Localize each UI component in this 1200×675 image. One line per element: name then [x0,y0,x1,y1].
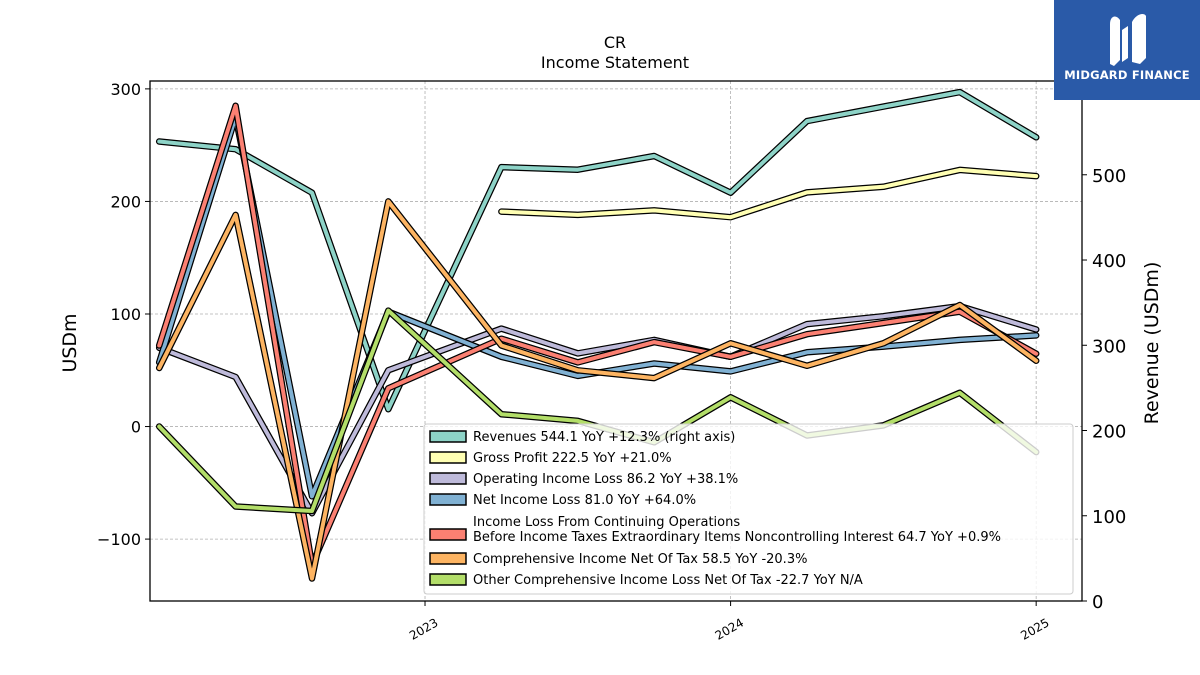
legend-label: Income Loss From Continuing Operations [473,515,740,530]
y-axis-label-right: Revenue (USDm) [1141,262,1163,425]
legend-label: Revenues 544.1 YoY +12.3% (right axis) [473,430,735,445]
legend-label: Gross Profit 222.5 YoY +21.0% [473,451,672,466]
plot-frame [149,80,1083,602]
y-tick-label: 300 [110,80,141,99]
y-axis-label: USDm [59,313,81,372]
legend-label: Other Comprehensive Income Loss Net Of T… [473,573,863,588]
x-tick-label: 2025 [1018,615,1051,642]
legend-swatch [429,573,467,586]
legend-swatch [429,528,467,541]
legend-box [423,423,1074,595]
y-right-tick-label: 200 [1092,422,1126,443]
axis-ticks: −100 0 100 200 300 0 100 200 300 400 500 2023 2024 20… [97,80,1126,643]
y-right-tick-label: 500 [1092,166,1126,187]
series-line-outline [155,88,1040,413]
legend: Revenues 544.1 YoY +12.3% (right axis) Gr… [423,423,1074,595]
series-line [157,90,1039,412]
y-tick-label: 0 [131,418,141,437]
brand-name: MIDGARD FINANCE [1064,68,1190,82]
legend-swatch [429,493,467,506]
y-tick-label: 200 [110,192,141,211]
legend-swatch [429,472,467,485]
midgard-logo-icon [1110,14,1146,66]
y-right-tick-label: 300 [1092,336,1126,357]
x-tick-label: 2023 [407,615,440,642]
y-tick-label: −100 [97,530,141,549]
y-right-tick-label: 0 [1092,592,1103,613]
series-line [499,167,1039,220]
y-right-tick-label: 100 [1092,507,1126,528]
brand-logo: MIDGARD FINANCE [1054,0,1200,100]
legend-label: Operating Income Loss 86.2 YoY +38.1% [473,472,738,487]
chart-title: CR [604,33,626,52]
legend-swatch [429,552,467,565]
legend-swatch [429,451,467,464]
legend-swatch [429,430,467,443]
series-line [157,115,1039,499]
legend-label: Comprehensive Income Net Of Tax 58.5 YoY… [473,552,807,567]
series-line [157,199,1039,581]
series-line-outline [498,166,1040,221]
legend-label: Before Income Taxes Extraordinary Items … [473,530,1001,545]
series-line [157,103,1039,567]
chart-subtitle: Income Statement [541,53,689,72]
series-lines [155,88,1040,582]
y-tick-label: 100 [110,305,141,324]
x-tick-label: 2024 [713,615,746,642]
legend-label: Net Income Loss 81.0 YoY +64.0% [473,493,696,508]
y-right-tick-label: 400 [1092,251,1126,272]
